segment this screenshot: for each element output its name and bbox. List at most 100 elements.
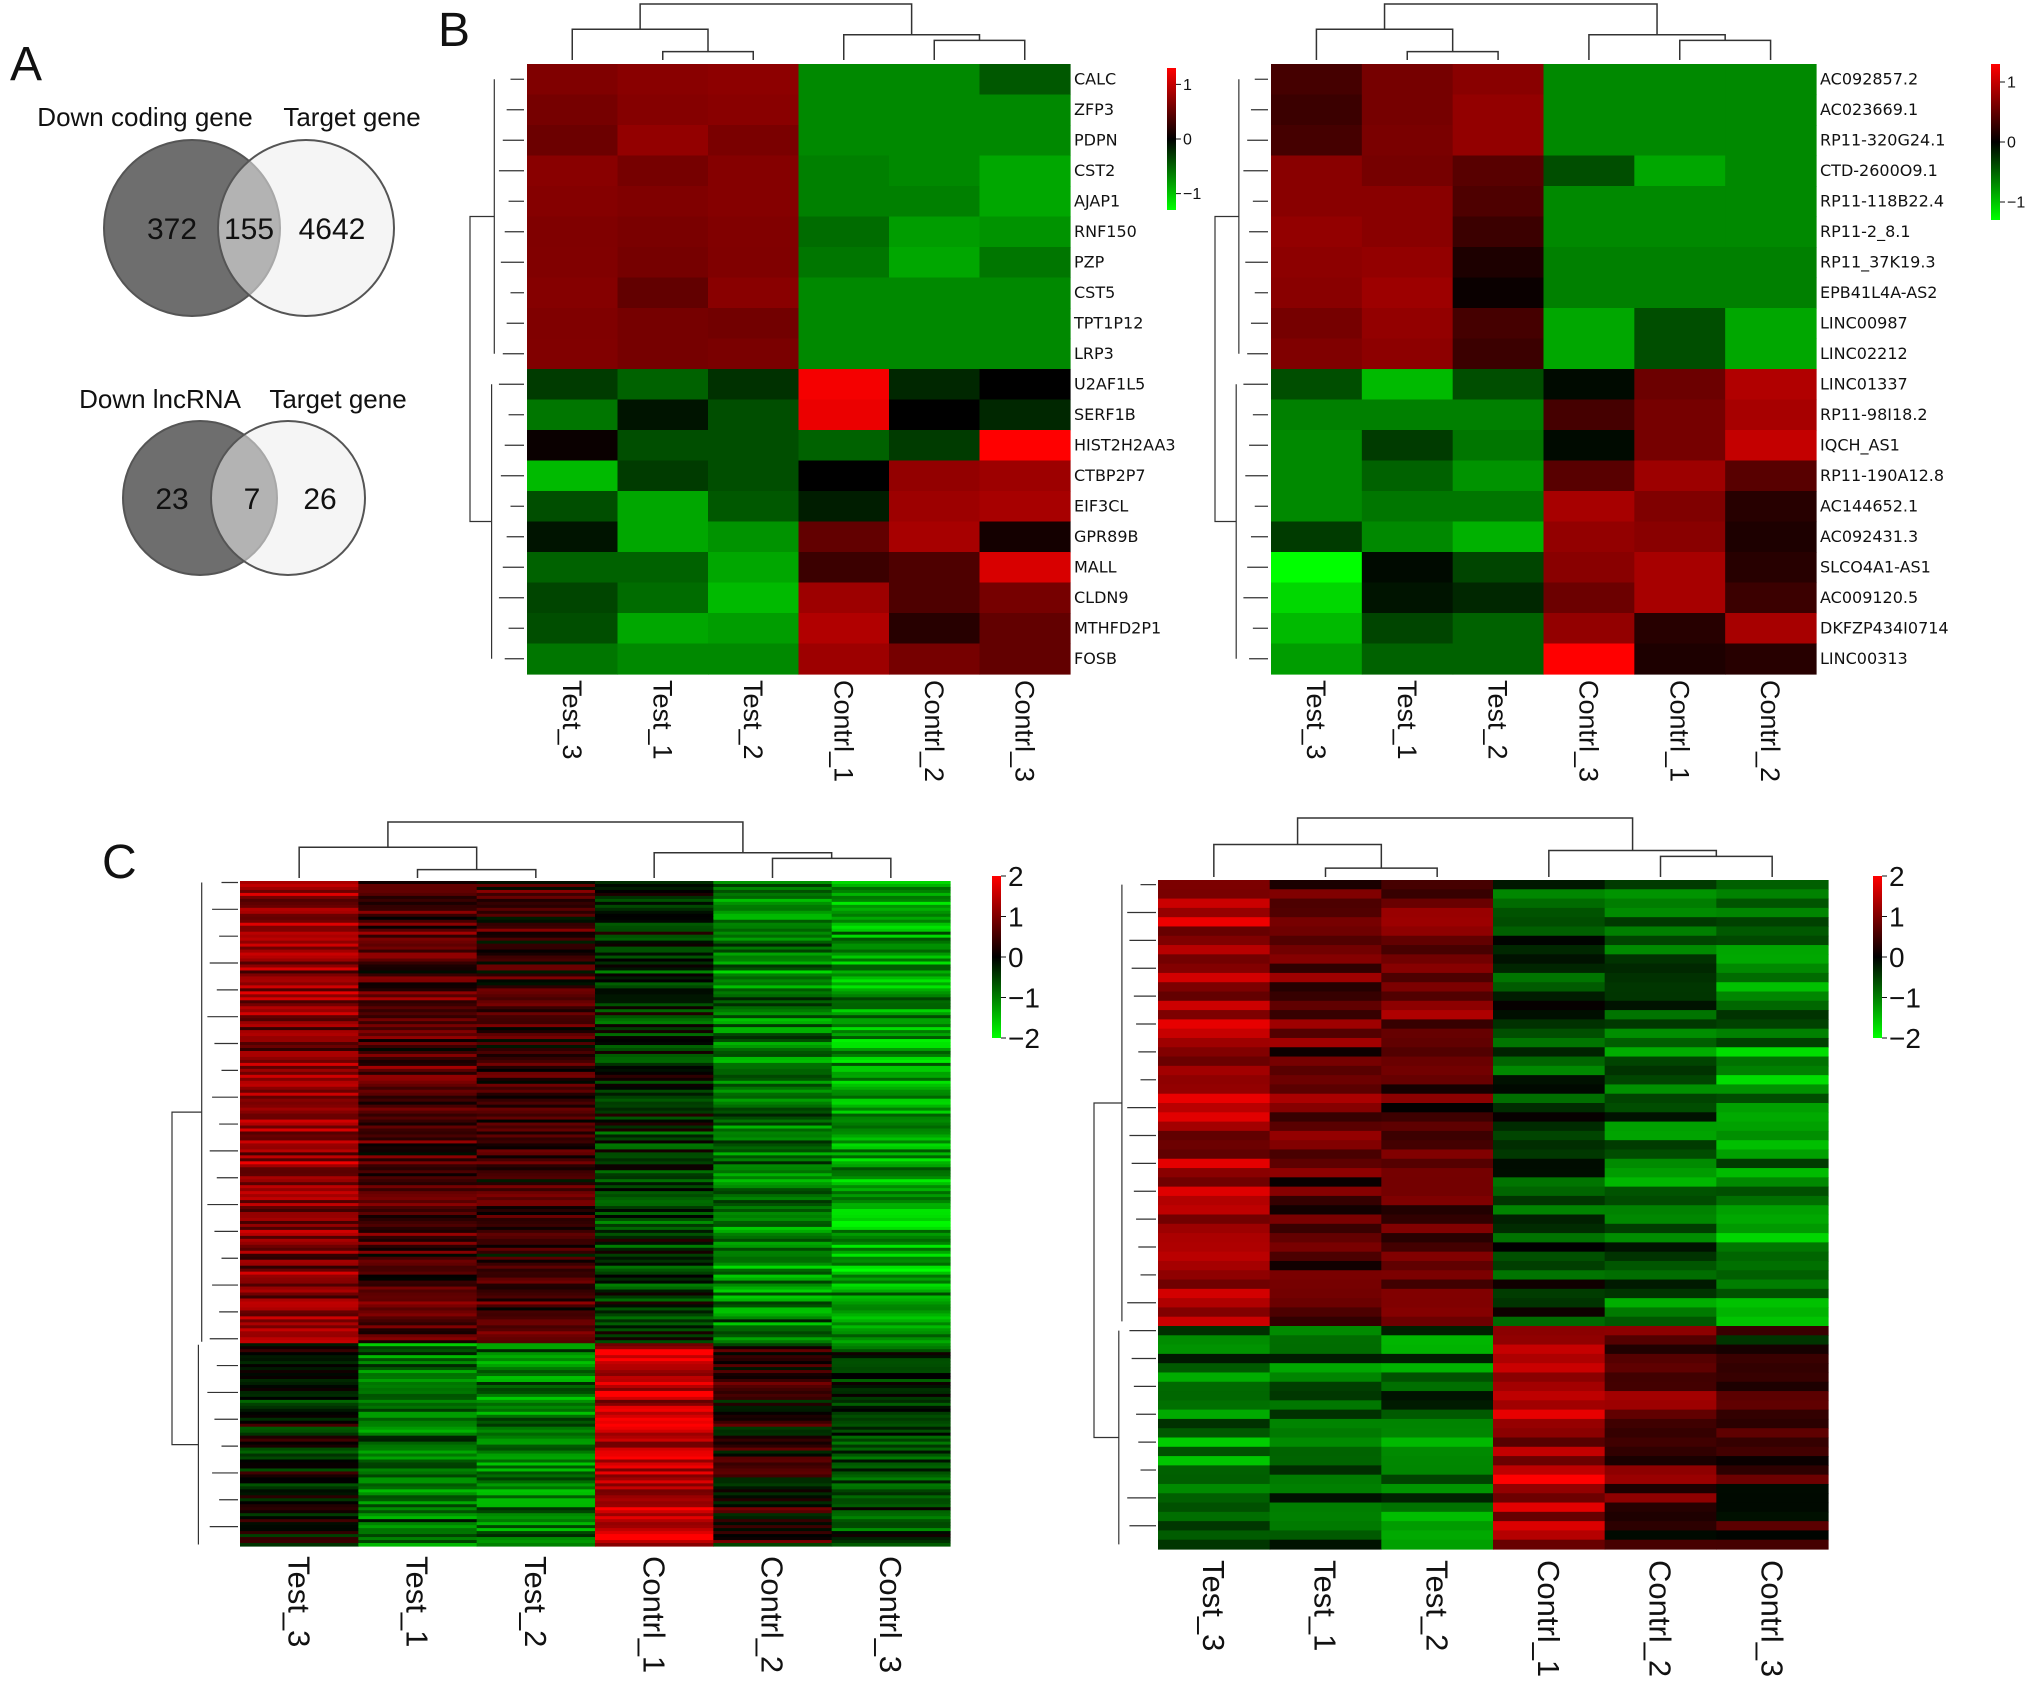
heatmap-cell xyxy=(1452,643,1545,675)
heatmap-cell xyxy=(476,1086,596,1091)
heatmap-cell xyxy=(595,1465,714,1470)
heatmap-cell xyxy=(358,1185,478,1189)
heatmap-cell xyxy=(831,1226,951,1231)
heatmap-cell xyxy=(476,988,596,992)
heatmap-cell xyxy=(595,1226,714,1231)
heatmap-cell xyxy=(595,1429,714,1434)
heatmap-cell xyxy=(476,892,596,897)
heatmap-cell xyxy=(979,64,1071,96)
heatmap-cell xyxy=(476,1134,596,1139)
heatmap-cell xyxy=(240,1223,359,1228)
heatmap-cell xyxy=(358,1191,478,1195)
heatmap-cell xyxy=(831,892,951,897)
heatmap-cell xyxy=(595,1513,714,1517)
row-label: FOSB xyxy=(1074,649,1117,668)
heatmap-cell xyxy=(617,186,709,218)
heatmap-cell xyxy=(1493,982,1606,993)
heatmap-cell xyxy=(1716,1251,1829,1262)
heatmap-cell xyxy=(476,1000,596,1004)
heatmap-cell xyxy=(476,883,596,888)
heatmap-cell xyxy=(713,1504,833,1508)
scale-tick-label: 1 xyxy=(2007,75,2016,92)
heatmap-cell xyxy=(1361,125,1454,157)
heatmap-cell xyxy=(240,925,359,930)
panel-letter-a: A xyxy=(10,38,42,91)
heatmap-cell xyxy=(358,1528,478,1532)
heatmap-cell xyxy=(713,1537,833,1541)
heatmap-cell xyxy=(476,1247,596,1252)
heatmap-cell xyxy=(617,399,709,431)
heatmap-cell xyxy=(476,1027,596,1031)
heatmap-cell xyxy=(713,1182,833,1186)
heatmap-cell xyxy=(358,1540,478,1544)
heatmap-cell xyxy=(1269,1363,1382,1374)
heatmap-cell xyxy=(358,1510,478,1514)
heatmap-cell xyxy=(831,1167,951,1171)
heatmap-cell xyxy=(240,1152,359,1156)
heatmap-cell xyxy=(476,1441,596,1446)
heatmap-cell xyxy=(713,931,833,936)
heatmap-cell xyxy=(1493,935,1606,946)
heatmap-cell xyxy=(713,1206,833,1210)
heatmap-cell xyxy=(713,1387,833,1392)
heatmap-cell xyxy=(1269,991,1382,1002)
heatmap-cell xyxy=(358,973,478,978)
heatmap-cell xyxy=(240,1256,359,1261)
heatmap-cell xyxy=(1158,991,1271,1002)
heatmap-cell xyxy=(595,1050,714,1055)
heatmap-cell xyxy=(595,1325,714,1329)
heatmap-cell xyxy=(1604,1168,1717,1178)
heatmap-cell xyxy=(713,1077,833,1082)
heatmap-cell xyxy=(595,940,714,945)
heatmap-cell xyxy=(1381,1316,1494,1327)
heatmap-cell xyxy=(708,94,800,126)
heatmap-cell xyxy=(595,1337,714,1341)
heatmap-cell xyxy=(798,64,890,96)
heatmap-cell xyxy=(595,1232,714,1237)
heatmap-cell xyxy=(1604,1335,1717,1346)
heatmap-cell xyxy=(1361,643,1454,675)
heatmap-cell xyxy=(798,430,890,462)
heatmap-cell xyxy=(1716,1539,1829,1550)
heatmap-cell xyxy=(358,1250,478,1255)
heatmap-cell xyxy=(476,1059,596,1064)
heatmap-cell xyxy=(831,1223,951,1228)
heatmap-cell xyxy=(1634,430,1726,462)
heatmap-cell xyxy=(240,1206,359,1210)
heatmap-cell xyxy=(1604,1010,1717,1020)
heatmap-cell xyxy=(595,1095,714,1100)
heatmap-cell xyxy=(1452,308,1545,340)
heatmap-cell xyxy=(979,125,1071,157)
heatmap-cell xyxy=(1269,1353,1382,1364)
heatmap-cell xyxy=(889,277,981,309)
heatmap-cell xyxy=(358,1450,478,1455)
heatmap-cell xyxy=(1543,430,1635,462)
heatmap-cell xyxy=(713,919,833,924)
heatmap-cell xyxy=(798,125,890,157)
heatmap-cell xyxy=(476,1525,596,1529)
heatmap-cell xyxy=(713,1036,833,1040)
heatmap-cell xyxy=(713,1065,833,1070)
heatmap-cell xyxy=(798,216,890,248)
heatmap-cell xyxy=(595,1214,714,1219)
heatmap-cell xyxy=(1543,613,1635,645)
heatmap-cell xyxy=(713,952,833,957)
row-label: HIST2H2AA3 xyxy=(1074,435,1176,454)
heatmap-cell xyxy=(595,1033,714,1037)
heatmap-cell xyxy=(713,1420,833,1425)
heatmap-cell xyxy=(1361,521,1454,553)
heatmap-cell xyxy=(713,1340,833,1344)
heatmap-cell xyxy=(476,1137,596,1142)
heatmap-cell xyxy=(1493,1493,1606,1504)
heatmap-cell xyxy=(358,1516,478,1520)
heatmap-cell xyxy=(1716,1335,1829,1346)
heatmap-cell xyxy=(831,1089,951,1094)
heatmap-cell xyxy=(1158,1279,1271,1290)
heatmap-cell xyxy=(240,883,359,888)
heatmap-cell xyxy=(1716,1093,1829,1104)
heatmap-cell xyxy=(713,925,833,930)
heatmap-cell xyxy=(1269,1381,1382,1392)
heatmap-cell xyxy=(1269,1474,1382,1485)
heatmap-cell xyxy=(831,1432,951,1437)
heatmap-cell xyxy=(1381,1270,1494,1281)
